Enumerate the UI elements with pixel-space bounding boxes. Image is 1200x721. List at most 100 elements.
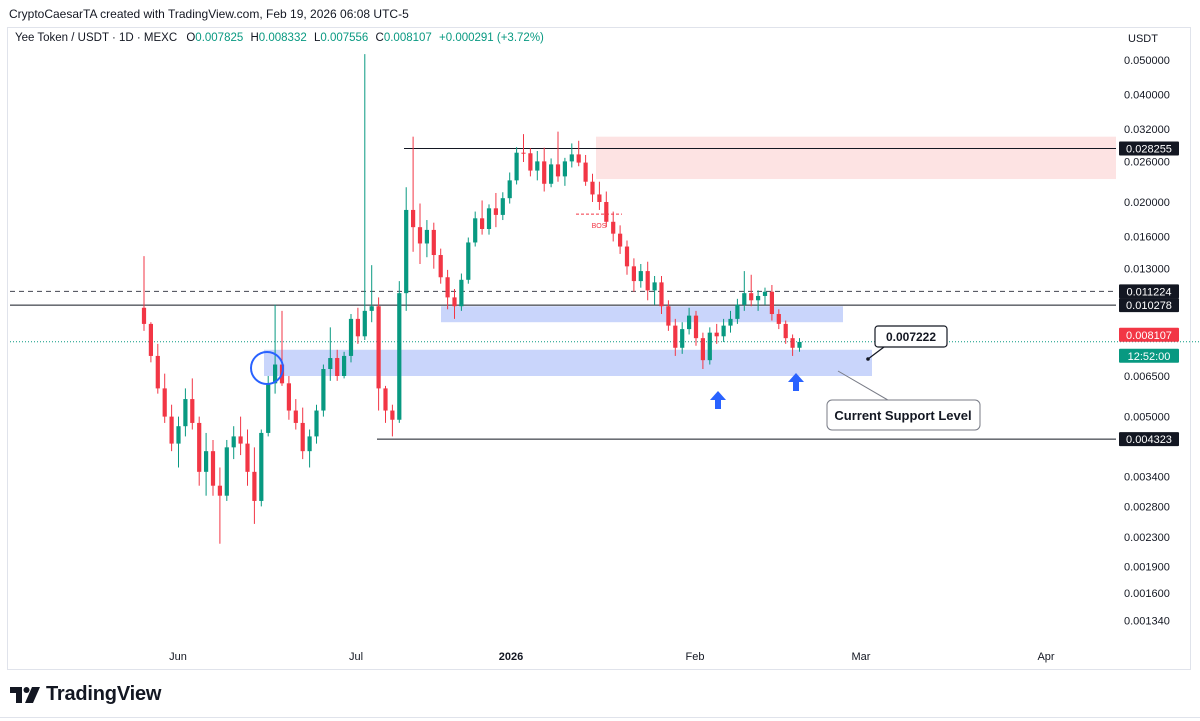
bottom-divider	[0, 717, 1200, 718]
candle	[769, 291, 774, 315]
candles-layer	[141, 54, 802, 544]
x-tick-label: Jul	[349, 651, 363, 663]
candle	[631, 266, 636, 282]
candle	[321, 369, 326, 411]
change-value: +0.000291 (+3.72%)	[439, 32, 544, 44]
candle	[624, 246, 630, 267]
candle	[776, 314, 781, 324]
candle	[342, 355, 347, 376]
y-tick-label: 0.032000	[1124, 124, 1170, 136]
candle	[590, 181, 595, 195]
y-tick-label: 0.001900	[1124, 561, 1170, 573]
y-tick-label: 0.002800	[1124, 501, 1170, 513]
x-tick-label: 2026	[499, 651, 523, 663]
candle	[638, 271, 643, 282]
candle	[507, 180, 512, 199]
tradingview-logo-text: TradingView	[46, 683, 162, 705]
candle	[762, 291, 768, 296]
candle	[673, 325, 678, 348]
callout-dot	[866, 357, 870, 361]
tradingview-logo-icon	[10, 686, 40, 703]
y-tick-label: 0.050000	[1124, 55, 1170, 67]
candle	[224, 447, 229, 496]
price-tags: 0.028255 0.011224 0.010278 0.008107 12:52:00…	[1119, 141, 1179, 447]
candle	[521, 152, 526, 154]
candle	[190, 399, 195, 423]
candle	[293, 410, 298, 423]
tradingview-logo[interactable]: TradingView	[10, 683, 161, 706]
candle	[231, 436, 236, 448]
price-tag-label: 0.028255	[1126, 144, 1172, 156]
price-callout-label: 0.007222	[886, 330, 936, 344]
y-tick-label: 0.001600	[1124, 588, 1170, 600]
support-label: Current Support Level	[834, 408, 971, 423]
y-tick-label: 0.001340	[1124, 615, 1170, 627]
chart-credit: CryptoCaesarTA created with TradingView.…	[9, 7, 409, 21]
candle	[162, 388, 167, 417]
candle	[597, 194, 602, 202]
candle	[210, 451, 216, 486]
x-tick-label: Apr	[1037, 651, 1054, 663]
candle	[383, 388, 388, 411]
candle	[749, 293, 754, 301]
y-axis-title: USDT	[1128, 33, 1158, 45]
candle	[300, 422, 305, 452]
price-tag-label: 0.004323	[1126, 434, 1172, 446]
price-tag	[1119, 432, 1179, 447]
candle	[611, 221, 616, 234]
candle	[783, 323, 788, 339]
price-tag	[1119, 298, 1179, 313]
support-pointer	[837, 370, 894, 404]
y-tick-label: 0.006500	[1124, 371, 1170, 383]
candle	[424, 229, 429, 244]
candle	[700, 338, 705, 361]
price-chart[interactable]: BOS 0.007222 Current Support Level USDT 0.0…	[0, 0, 1200, 700]
candle	[452, 297, 457, 307]
candle	[666, 306, 671, 326]
price-tag	[1119, 141, 1179, 156]
candle	[404, 209, 409, 294]
close-label: C	[375, 32, 384, 44]
candle	[266, 383, 271, 433]
high-label: H	[250, 32, 259, 44]
candle	[528, 153, 533, 171]
candle	[217, 485, 222, 496]
candle	[687, 315, 692, 330]
candle	[604, 202, 609, 222]
high-value: 0.008332	[258, 32, 307, 44]
x-tick-label: Mar	[852, 651, 871, 663]
price-tag	[1119, 284, 1179, 299]
price-tag-label: 0.010278	[1126, 300, 1172, 312]
candle	[431, 229, 436, 256]
candle	[493, 208, 498, 215]
symbol-label[interactable]: Yee Token / USDT · 1D · MEXC	[15, 32, 178, 44]
candle	[169, 416, 174, 444]
candle	[790, 338, 795, 348]
y-tick-label: 0.003400	[1124, 471, 1170, 483]
candle	[245, 443, 250, 472]
support-label-box	[826, 399, 981, 431]
candle	[176, 426, 181, 444]
candle	[459, 279, 464, 307]
candle	[569, 154, 574, 162]
price-tag	[1119, 327, 1179, 342]
low-label: L	[313, 32, 321, 44]
candle	[445, 277, 450, 298]
candle	[721, 325, 726, 337]
candle	[645, 271, 650, 291]
candle	[376, 306, 381, 389]
zones-layer	[264, 136, 1116, 376]
candle	[286, 383, 291, 411]
candle	[369, 306, 374, 311]
candle	[183, 399, 188, 427]
candle	[756, 295, 761, 301]
x-axis: Jun Jul 2026 Feb Mar Apr	[169, 651, 1055, 663]
y-tick-label: 0.002300	[1124, 532, 1170, 544]
candle	[583, 162, 588, 182]
ohlc-legend: Yee Token / USDT · 1D · MEXC O0.007825 H…	[15, 32, 544, 44]
candle	[514, 152, 519, 181]
price-callout-box	[874, 325, 948, 348]
candle	[535, 161, 540, 171]
close-value: 0.008107	[383, 32, 432, 44]
y-tick-label: 0.016000	[1124, 232, 1170, 244]
